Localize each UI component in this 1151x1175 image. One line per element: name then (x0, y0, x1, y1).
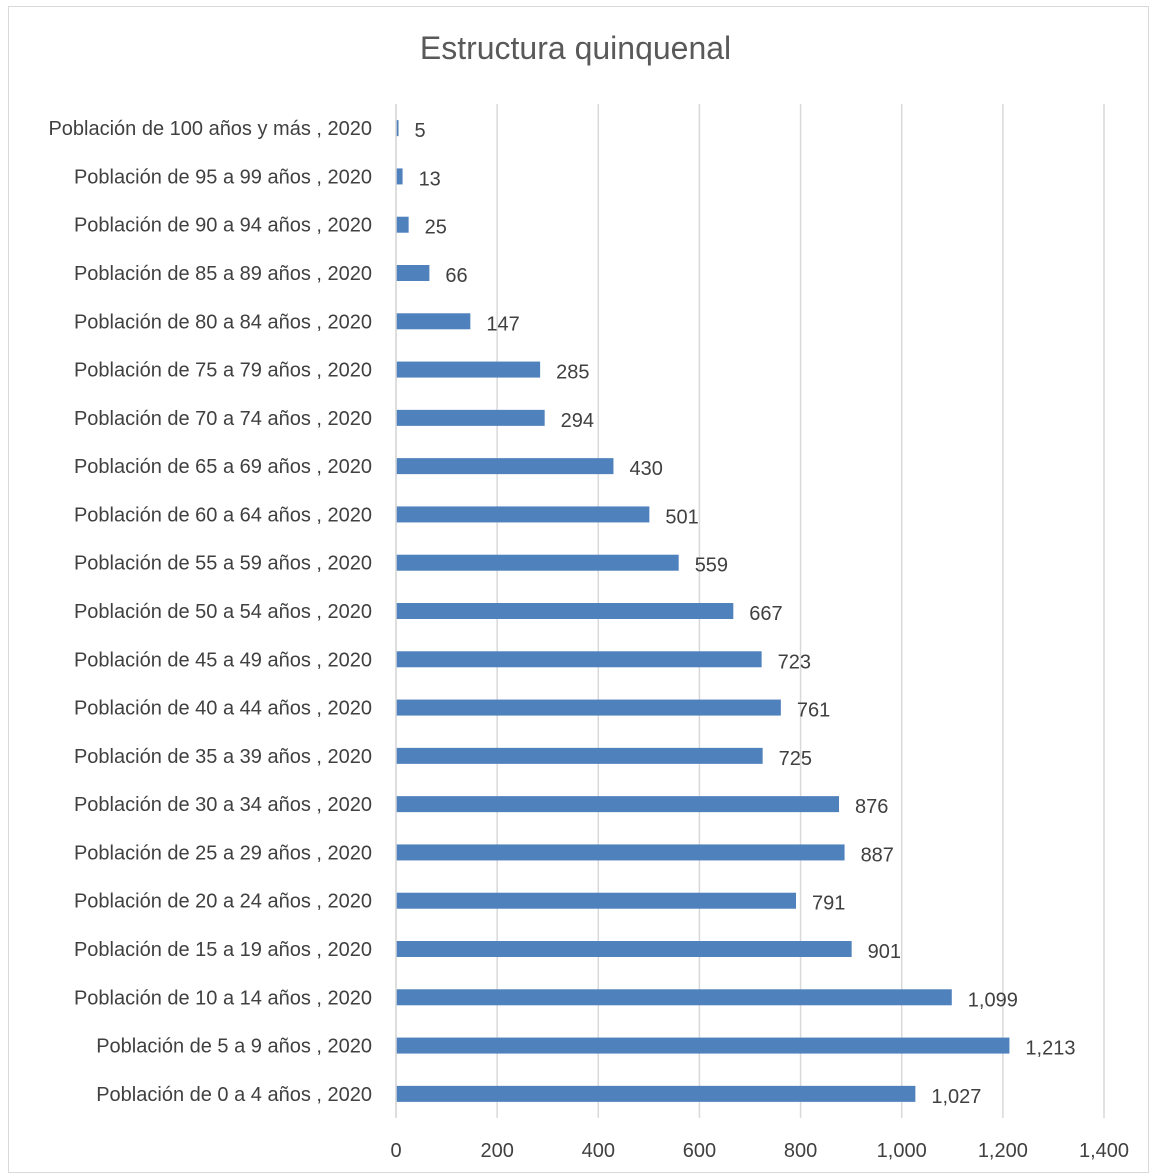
category-label: Población de 35 a 39 años , 2020 (74, 746, 372, 768)
data-label: 285 (556, 362, 589, 384)
category-label: Población de 90 a 94 años , 2020 (74, 215, 372, 237)
data-label: 294 (561, 410, 594, 432)
x-tick-label: 800 (784, 1140, 817, 1162)
bar (396, 989, 952, 1006)
bar (396, 361, 541, 378)
data-label: 876 (855, 796, 888, 818)
bar (396, 120, 399, 137)
x-tick-label: 1,400 (1079, 1140, 1129, 1162)
x-tick-label: 600 (683, 1140, 716, 1162)
category-label: Población de 20 a 24 años , 2020 (74, 891, 372, 913)
category-label: Población de 100 años y más , 2020 (48, 118, 372, 140)
data-label: 725 (779, 748, 812, 770)
bar (396, 747, 763, 764)
x-tick-label: 0 (390, 1140, 401, 1162)
x-tick-label: 1,000 (877, 1140, 927, 1162)
category-label: Población de 95 a 99 años , 2020 (74, 166, 372, 188)
category-label: Población de 15 a 19 años , 2020 (74, 939, 372, 961)
bar (396, 409, 545, 426)
bar (396, 168, 403, 185)
x-axis-tick-labels: 0 200 400 600 800 1,000 1,200 1,400 (390, 1140, 1129, 1162)
chart-title: Estructura quinquenal (419, 30, 732, 66)
bar (396, 796, 840, 813)
bar (396, 1037, 1010, 1054)
data-label: 1,027 (931, 1086, 981, 1108)
x-tick-label: 400 (582, 1140, 615, 1162)
data-label: 761 (797, 700, 830, 722)
data-label: 723 (778, 651, 811, 673)
data-label: 25 (425, 217, 447, 239)
data-label: 147 (486, 313, 519, 335)
data-labels: 1,027 1,213 1,099 901 791 887 876 725 761 723 667 5… (415, 120, 1076, 1108)
bar (396, 892, 797, 909)
category-label: Población de 40 a 44 años , 2020 (74, 698, 372, 720)
data-label: 501 (665, 506, 698, 528)
data-label: 430 (629, 458, 662, 480)
bar (396, 699, 781, 716)
data-label: 887 (861, 844, 894, 866)
category-label: Población de 25 a 29 años , 2020 (74, 842, 372, 864)
data-label: 1,213 (1025, 1038, 1075, 1060)
data-label: 667 (749, 603, 782, 625)
category-label: Población de 55 a 59 años , 2020 (74, 553, 372, 575)
data-label: 66 (445, 265, 467, 287)
category-label: Población de 45 a 49 años , 2020 (74, 649, 372, 671)
category-label: Población de 0 a 4 años , 2020 (96, 1084, 372, 1106)
bars (396, 120, 1010, 1102)
category-label: Población de 75 a 79 años , 2020 (74, 360, 372, 382)
chart-frame (8, 6, 1149, 1173)
bar (396, 651, 762, 668)
category-label: Población de 50 a 54 años , 2020 (74, 601, 372, 623)
category-label: Población de 85 a 89 años , 2020 (74, 263, 372, 285)
category-label: Población de 5 a 9 años , 2020 (96, 1036, 372, 1058)
bar (396, 1085, 916, 1102)
data-label: 559 (695, 555, 728, 577)
x-tick-label: 1,200 (978, 1140, 1028, 1162)
bar (396, 216, 409, 233)
x-tick-label: 200 (480, 1140, 513, 1162)
category-label: Población de 70 a 74 años , 2020 (74, 408, 372, 430)
bar (396, 265, 430, 281)
category-labels: Población de 0 a 4 años , 2020 Población … (48, 118, 372, 1106)
bar (396, 603, 734, 619)
data-label: 791 (812, 893, 845, 915)
category-label: Población de 60 a 64 años , 2020 (74, 504, 372, 526)
category-label: Población de 30 a 34 años , 2020 (74, 794, 372, 816)
bar (396, 313, 471, 330)
bar (396, 506, 650, 523)
data-label: 901 (868, 941, 901, 963)
bar (396, 844, 845, 861)
bar (396, 554, 679, 571)
data-label: 1,099 (968, 989, 1018, 1011)
category-label: Población de 10 a 14 años , 2020 (74, 987, 372, 1009)
data-label: 5 (415, 120, 426, 142)
data-label: 13 (419, 168, 441, 190)
bar (396, 941, 852, 957)
category-label: Población de 80 a 84 años , 2020 (74, 311, 372, 333)
bar (396, 458, 614, 475)
category-label: Población de 65 a 69 años , 2020 (74, 456, 372, 478)
